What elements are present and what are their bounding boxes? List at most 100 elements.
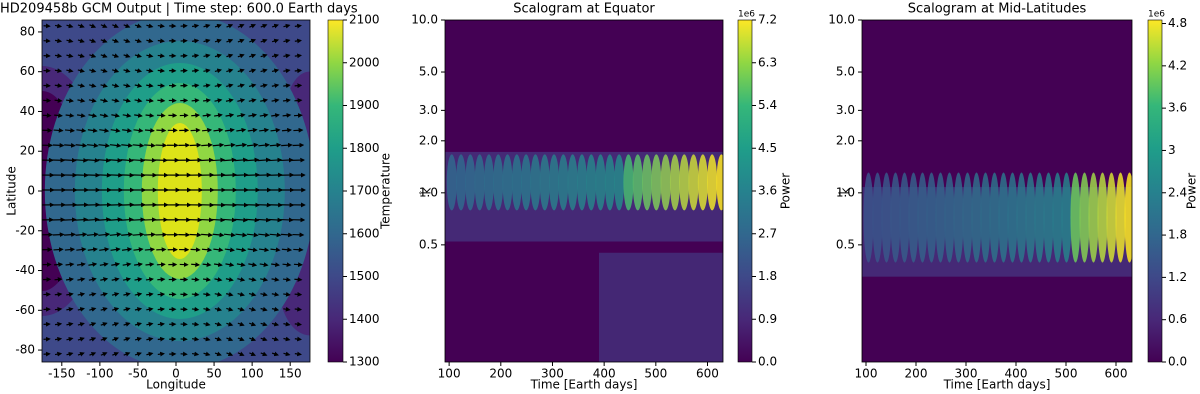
wind-arrow bbox=[224, 142, 236, 148]
wind-arrow bbox=[247, 247, 258, 253]
wind-arrow bbox=[54, 321, 63, 327]
wind-arrow bbox=[237, 98, 246, 103]
wind-arrow bbox=[201, 142, 213, 148]
wind-arrow bbox=[157, 83, 166, 88]
wind-arrow bbox=[271, 306, 280, 312]
wind-arrow bbox=[146, 83, 154, 88]
wind-arrow bbox=[226, 38, 234, 44]
field-blob bbox=[872, 172, 883, 263]
wind-arrow bbox=[249, 336, 257, 342]
wind-arrow bbox=[203, 291, 211, 297]
wind-arrow bbox=[248, 277, 257, 282]
wind-arrow bbox=[190, 127, 201, 133]
x-tick-label: 50 bbox=[206, 367, 221, 381]
wind-arrow bbox=[234, 157, 248, 163]
wind-arrow bbox=[52, 142, 65, 148]
wind-arrow bbox=[294, 23, 302, 29]
panel-title: HD209458b GCM Output | Time step: 600.0 … bbox=[0, 2, 358, 17]
wind-arrow bbox=[203, 321, 211, 327]
wind-arrow bbox=[214, 321, 222, 327]
wind-arrow bbox=[214, 23, 222, 29]
wind-arrow bbox=[54, 113, 63, 118]
wind-arrow bbox=[233, 172, 249, 178]
colorbar bbox=[327, 19, 344, 363]
wind-arrow bbox=[74, 217, 89, 223]
colorbar-tick-label: 2.7 bbox=[758, 226, 777, 240]
wind-arrow bbox=[97, 157, 111, 163]
wind-arrow bbox=[122, 113, 132, 118]
colorbar-offset: 1e6 bbox=[1148, 10, 1165, 20]
y-tick-label: 2.0 bbox=[836, 133, 855, 147]
wind-arrow bbox=[77, 68, 85, 73]
y-tick-label: 80 bbox=[20, 24, 35, 38]
y-tick-label: 5.0 bbox=[836, 65, 855, 79]
field-blob bbox=[962, 172, 973, 263]
wind-arrow bbox=[201, 247, 213, 253]
wind-arrow bbox=[269, 142, 282, 148]
wind-arrow bbox=[144, 247, 156, 252]
wind-arrow bbox=[145, 113, 155, 118]
wind-arrow bbox=[191, 83, 200, 89]
x-tick-label: 300 bbox=[955, 367, 978, 381]
field bbox=[445, 20, 723, 362]
wind-arrow bbox=[123, 292, 131, 297]
wind-arrow bbox=[145, 262, 155, 267]
wind-arrow bbox=[65, 98, 74, 103]
x-tick-label: 600 bbox=[1105, 367, 1128, 381]
field-blob bbox=[530, 154, 541, 211]
wind-arrow bbox=[54, 306, 63, 312]
wind-arrow bbox=[131, 157, 146, 163]
wind-arrow bbox=[283, 83, 291, 89]
wind-arrow bbox=[283, 38, 291, 44]
wind-arrow bbox=[191, 113, 201, 118]
field-blob bbox=[1007, 172, 1018, 263]
wind-arrow bbox=[99, 247, 110, 252]
colorbar-tick-label: 1.8 bbox=[1168, 228, 1187, 242]
colorbar-tick-label: 5.4 bbox=[758, 98, 777, 112]
wind-arrow bbox=[191, 98, 200, 103]
field-blob bbox=[623, 154, 634, 211]
colorbar-label: Temperature bbox=[379, 153, 393, 230]
colorbar-tick-label: 0.0 bbox=[758, 355, 777, 369]
wind-arrow bbox=[100, 68, 108, 73]
field-blob bbox=[586, 154, 597, 211]
wind-arrow bbox=[283, 306, 291, 312]
x-tick-label: 100 bbox=[438, 367, 461, 381]
wind-arrow bbox=[133, 247, 144, 252]
field-blob bbox=[953, 172, 964, 263]
field-blob bbox=[576, 154, 587, 211]
wind-arrow bbox=[123, 98, 132, 103]
wind-arrow bbox=[271, 38, 280, 44]
wind-arrow bbox=[226, 336, 234, 342]
wind-arrow bbox=[281, 232, 293, 238]
wind-arrow bbox=[203, 53, 211, 59]
wind-arrow bbox=[224, 127, 235, 133]
wind-arrow bbox=[77, 23, 85, 29]
wind-arrow bbox=[294, 336, 302, 342]
wind-arrow bbox=[226, 83, 234, 89]
wind-arrow bbox=[123, 83, 131, 88]
wind-arrow bbox=[201, 127, 213, 133]
wind-arrow bbox=[146, 321, 154, 327]
wind-arrow bbox=[248, 98, 257, 103]
wind-arrow bbox=[225, 98, 234, 103]
wind-arrow bbox=[226, 23, 234, 29]
field-band bbox=[157, 123, 202, 259]
wind-arrow bbox=[98, 143, 111, 148]
wind-arrow bbox=[259, 127, 270, 133]
wind-arrow bbox=[54, 336, 63, 342]
panel-title: Scalogram at Mid-Latitudes bbox=[908, 2, 1087, 17]
wind-arrow bbox=[157, 23, 165, 29]
field-blob bbox=[935, 172, 946, 263]
wind-arrow bbox=[157, 53, 165, 59]
wind-arrow bbox=[249, 321, 257, 327]
wind-arrow bbox=[226, 351, 234, 357]
wind-arrow bbox=[110, 128, 121, 133]
wind-arrow bbox=[123, 277, 132, 282]
field-blob bbox=[944, 172, 955, 263]
wind-arrow bbox=[120, 157, 134, 163]
y-tick-label: 10.0 bbox=[411, 13, 438, 27]
wind-arrow bbox=[260, 321, 268, 327]
wind-arrow bbox=[268, 157, 283, 163]
wind-arrow bbox=[214, 68, 223, 74]
